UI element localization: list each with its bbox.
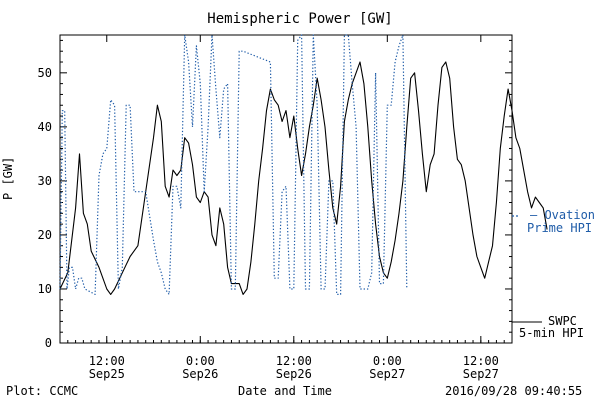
series-ovation-line xyxy=(59,34,408,295)
y-tick-label: 10 xyxy=(38,282,52,296)
y-tick-label: 30 xyxy=(38,174,52,188)
x-axis-label: Date and Time xyxy=(238,384,332,398)
series-swpc-line xyxy=(59,61,548,295)
x-tick-label-time: 0:00 xyxy=(186,354,215,368)
x-tick-label-time: 0:00 xyxy=(373,354,402,368)
plot-credit: Plot: CCMC xyxy=(6,384,79,398)
y-tick-label: 0 xyxy=(45,336,52,350)
chart-title: Hemispheric Power [GW] xyxy=(207,11,393,27)
x-tick-label-time: 12:00 xyxy=(463,354,499,368)
x-tick-label-date: Sep27 xyxy=(463,367,499,381)
x-tick-label-date: Sep26 xyxy=(276,367,312,381)
x-tick-label-date: Sep26 xyxy=(182,367,218,381)
plot-timestamp: 2016/09/28 09:40:55 xyxy=(445,384,583,398)
x-tick-label-date: Sep25 xyxy=(89,367,125,381)
legend-ovation-sublabel: Prime HPI xyxy=(527,221,593,235)
legend-swpc-label: SWPC xyxy=(548,314,577,328)
x-tick-label-date: Sep27 xyxy=(369,367,405,381)
y-tick-label: 20 xyxy=(38,228,52,242)
y-tick-label: 50 xyxy=(38,66,52,80)
x-tick-label-time: 12:00 xyxy=(276,354,312,368)
y-tick-label: 40 xyxy=(38,120,52,134)
legend-swpc-sublabel: 5-min HPI xyxy=(519,326,585,340)
legend-ovation-label: — Ovation xyxy=(530,208,596,222)
x-tick-label-time: 12:00 xyxy=(89,354,125,368)
y-axis-label: P [GW] xyxy=(1,156,15,200)
